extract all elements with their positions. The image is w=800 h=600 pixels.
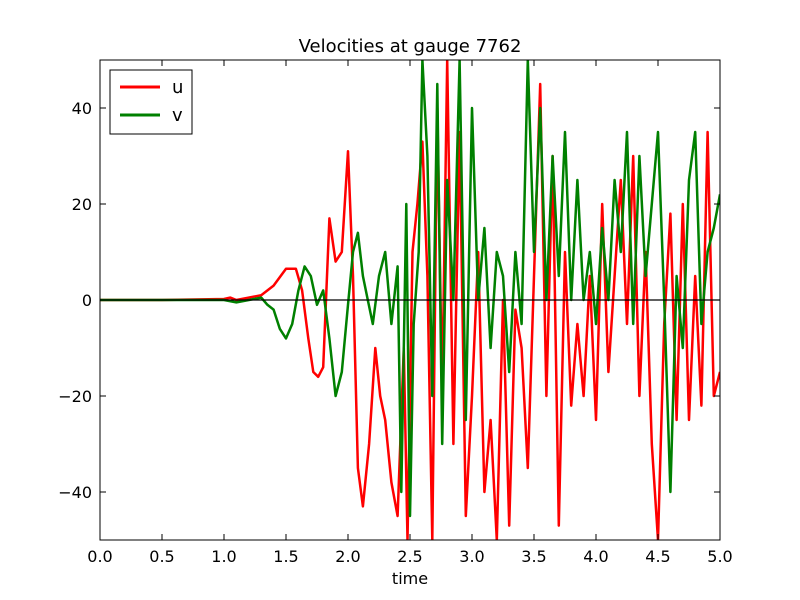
legend-label-v: v xyxy=(172,105,183,126)
x-tick-label: 4.0 xyxy=(583,547,608,566)
x-tick-label: 2.0 xyxy=(335,547,360,566)
y-tick-label: 0 xyxy=(82,291,92,310)
legend-box xyxy=(109,69,193,135)
x-axis-label: time xyxy=(392,569,428,588)
y-tick-label: −20 xyxy=(58,387,92,406)
x-tick-label: 1.0 xyxy=(211,547,236,566)
x-tick-label: 0.0 xyxy=(87,547,112,566)
legend: u v xyxy=(109,69,193,135)
x-tick-label: 3.0 xyxy=(459,547,484,566)
x-tick-label: 3.5 xyxy=(521,547,546,566)
x-tick-label: 5.0 xyxy=(707,547,732,566)
x-tick-label: 0.5 xyxy=(149,547,174,566)
legend-label-u: u xyxy=(172,77,183,98)
y-tick-label: 20 xyxy=(72,195,92,214)
y-tick-label: 40 xyxy=(72,99,92,118)
x-tick-label: 2.5 xyxy=(397,547,422,566)
series-line-u xyxy=(100,60,720,540)
x-axis: 0.0 0.5 1.0 1.5 2.0 2.5 3.0 3.5 4.0 4.5 5.0 xyxy=(87,60,733,566)
x-tick-label: 4.5 xyxy=(645,547,670,566)
chart-title: Velocities at gauge 7762 xyxy=(299,36,522,57)
y-axis: −40 −20 0 20 40 xyxy=(58,99,720,502)
x-tick-label: 1.5 xyxy=(273,547,298,566)
y-tick-label: −40 xyxy=(58,483,92,502)
